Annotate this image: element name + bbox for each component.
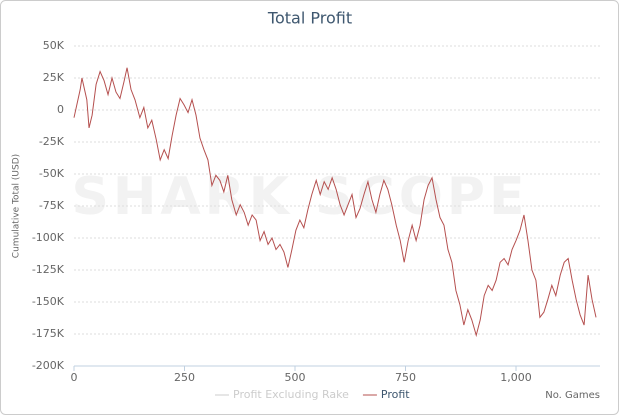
y-tick-label: -25K [39, 135, 65, 148]
x-tick-label: 750 [395, 371, 416, 384]
x-tick-label: 0 [71, 371, 78, 384]
y-tick-label: -50K [39, 167, 65, 180]
y-tick-label: -75K [39, 199, 65, 212]
x-axis-label: No. Games [545, 390, 600, 401]
y-tick-label: -125K [32, 263, 65, 276]
y-tick-label: -150K [32, 295, 65, 308]
x-tick-label: 1,000 [500, 371, 532, 384]
x-tick-label: 250 [174, 371, 195, 384]
legend-item[interactable]: Profit [381, 388, 410, 401]
y-tick-label: 50K [43, 39, 65, 52]
x-tick-label: 500 [285, 371, 306, 384]
legend-item[interactable]: Profit Excluding Rake [233, 388, 349, 401]
profit-line [73, 67, 597, 338]
chart-title: Total Profit [267, 9, 352, 28]
y-tick-label: 25K [43, 71, 65, 84]
y-axis-label: Cumulative Total (USD) [12, 154, 22, 258]
watermark: SHARK SCOPE [71, 167, 528, 227]
y-tick-label: 0 [57, 103, 64, 116]
y-tick-label: -175K [32, 327, 65, 340]
y-tick-label: -100K [32, 231, 65, 244]
y-tick-label: -200K [32, 359, 65, 372]
